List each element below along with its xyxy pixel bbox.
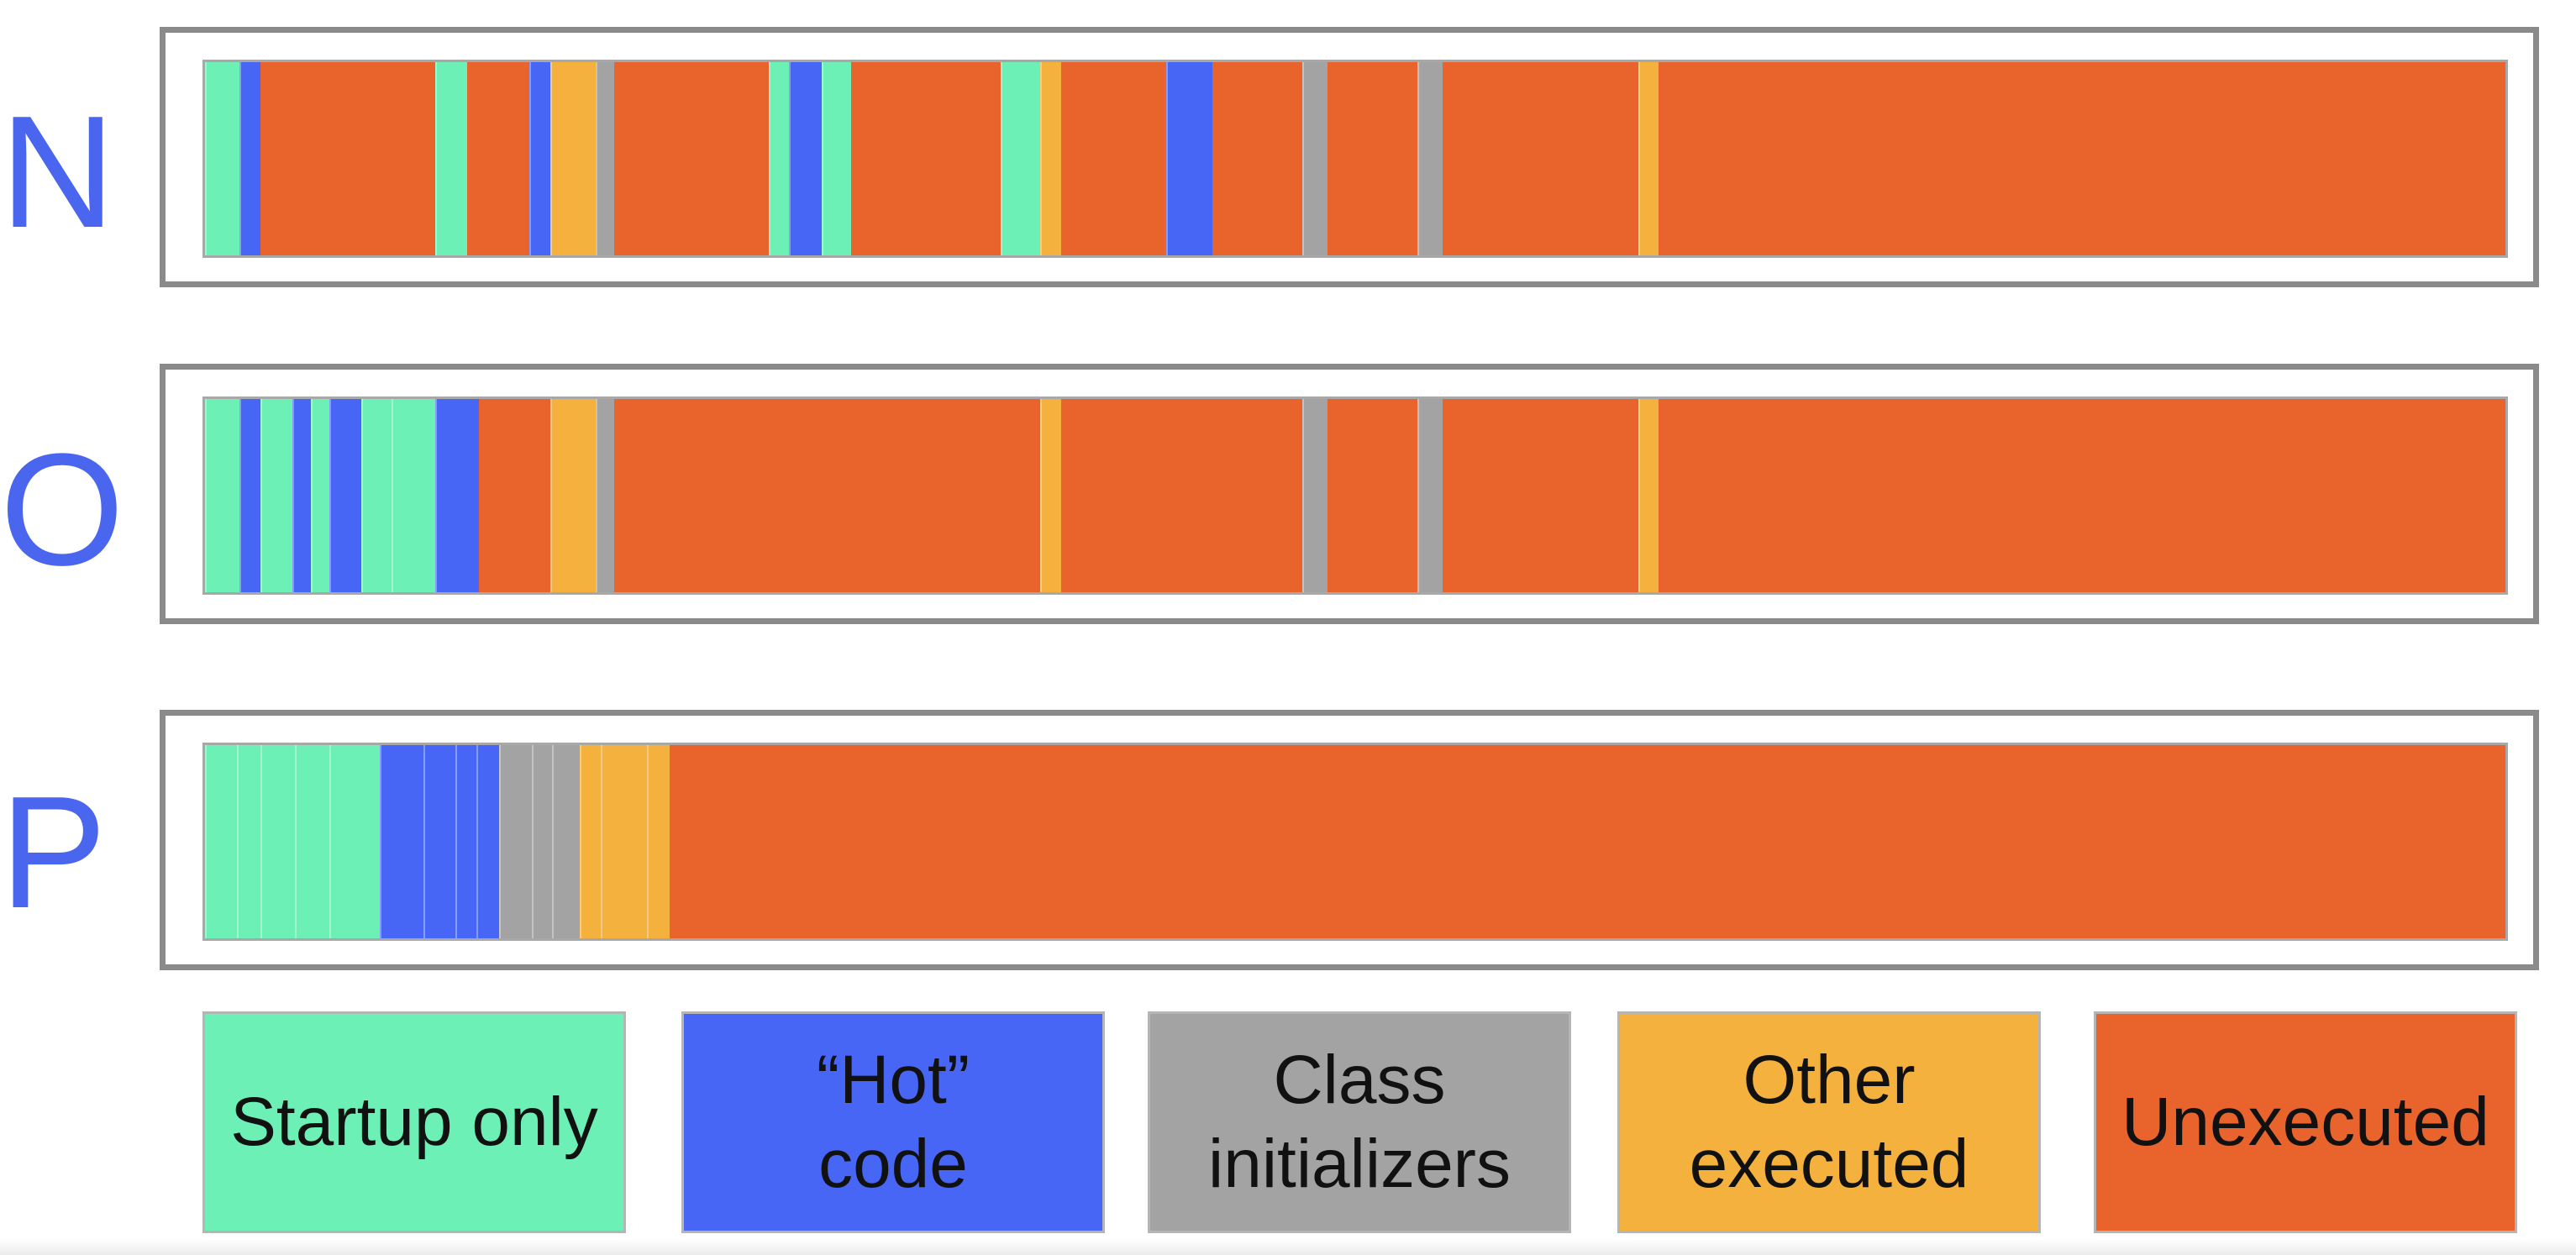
segment-startup-only [260, 399, 293, 592]
segment-other-executed [1039, 399, 1061, 592]
segment-class-initializers [1302, 62, 1328, 255]
segment-startup-only [294, 745, 329, 938]
legend-unexecuted: Unexecuted [2094, 1011, 2517, 1233]
segment-hot-code [1166, 62, 1213, 255]
segment-startup-only [391, 399, 435, 592]
segment-other-executed [1638, 62, 1659, 255]
segment-other-executed [1039, 62, 1061, 255]
memory-bar-n [202, 60, 2508, 258]
segment-startup-only [768, 62, 790, 255]
segment-hot-code [292, 399, 311, 592]
segment-hot-code [529, 62, 550, 255]
segment-other-executed [549, 399, 597, 592]
row-label-n: N [0, 83, 116, 261]
segment-hot-code [476, 745, 500, 938]
segment-hot-code [423, 745, 456, 938]
segment-startup-only [361, 399, 392, 592]
memory-bar-p [202, 743, 2508, 941]
legend-startup-only: Startup only [202, 1011, 626, 1233]
segment-class-initializers [596, 399, 615, 592]
segment-class-initializers [596, 62, 615, 255]
segment-startup-only [260, 745, 295, 938]
segment-startup-only [237, 745, 260, 938]
legend-hot-code: “Hot” code [681, 1011, 1105, 1233]
segment-hot-code [239, 399, 260, 592]
row-label-p: P [0, 764, 107, 942]
legend-class-initializers: Class initializers [1148, 1011, 1571, 1233]
legend-other-executed: Other executed [1617, 1011, 2041, 1233]
segment-hot-code [380, 745, 424, 938]
segment-other-executed [580, 745, 601, 938]
segment-other-executed [646, 745, 670, 938]
row-frame-n [160, 27, 2539, 287]
segment-class-initializers [1417, 399, 1443, 592]
segment-hot-code [239, 62, 260, 255]
bottom-shade [0, 1238, 2576, 1255]
segment-other-executed [1638, 399, 1659, 592]
segment-hot-code [455, 745, 477, 938]
segment-hot-code [789, 62, 822, 255]
segment-startup-only [205, 399, 240, 592]
row-frame-o [160, 364, 2539, 624]
segment-startup-only [1001, 62, 1040, 255]
segment-startup-only [821, 62, 852, 255]
segment-startup-only [329, 745, 381, 938]
segment-class-initializers [1417, 62, 1443, 255]
segment-class-initializers [1302, 399, 1328, 592]
segment-other-executed [600, 745, 647, 938]
segment-class-initializers [531, 745, 553, 938]
segment-class-initializers [499, 745, 532, 938]
row-frame-p [160, 710, 2539, 970]
segment-startup-only [205, 62, 240, 255]
segment-startup-only [205, 745, 238, 938]
segment-hot-code [329, 399, 362, 592]
segment-class-initializers [552, 745, 581, 938]
segment-startup-only [434, 62, 468, 255]
segment-hot-code [434, 399, 479, 592]
segment-startup-only [310, 399, 329, 592]
segment-other-executed [549, 62, 597, 255]
memory-bar-o [202, 396, 2508, 595]
row-label-o: O [0, 421, 124, 599]
